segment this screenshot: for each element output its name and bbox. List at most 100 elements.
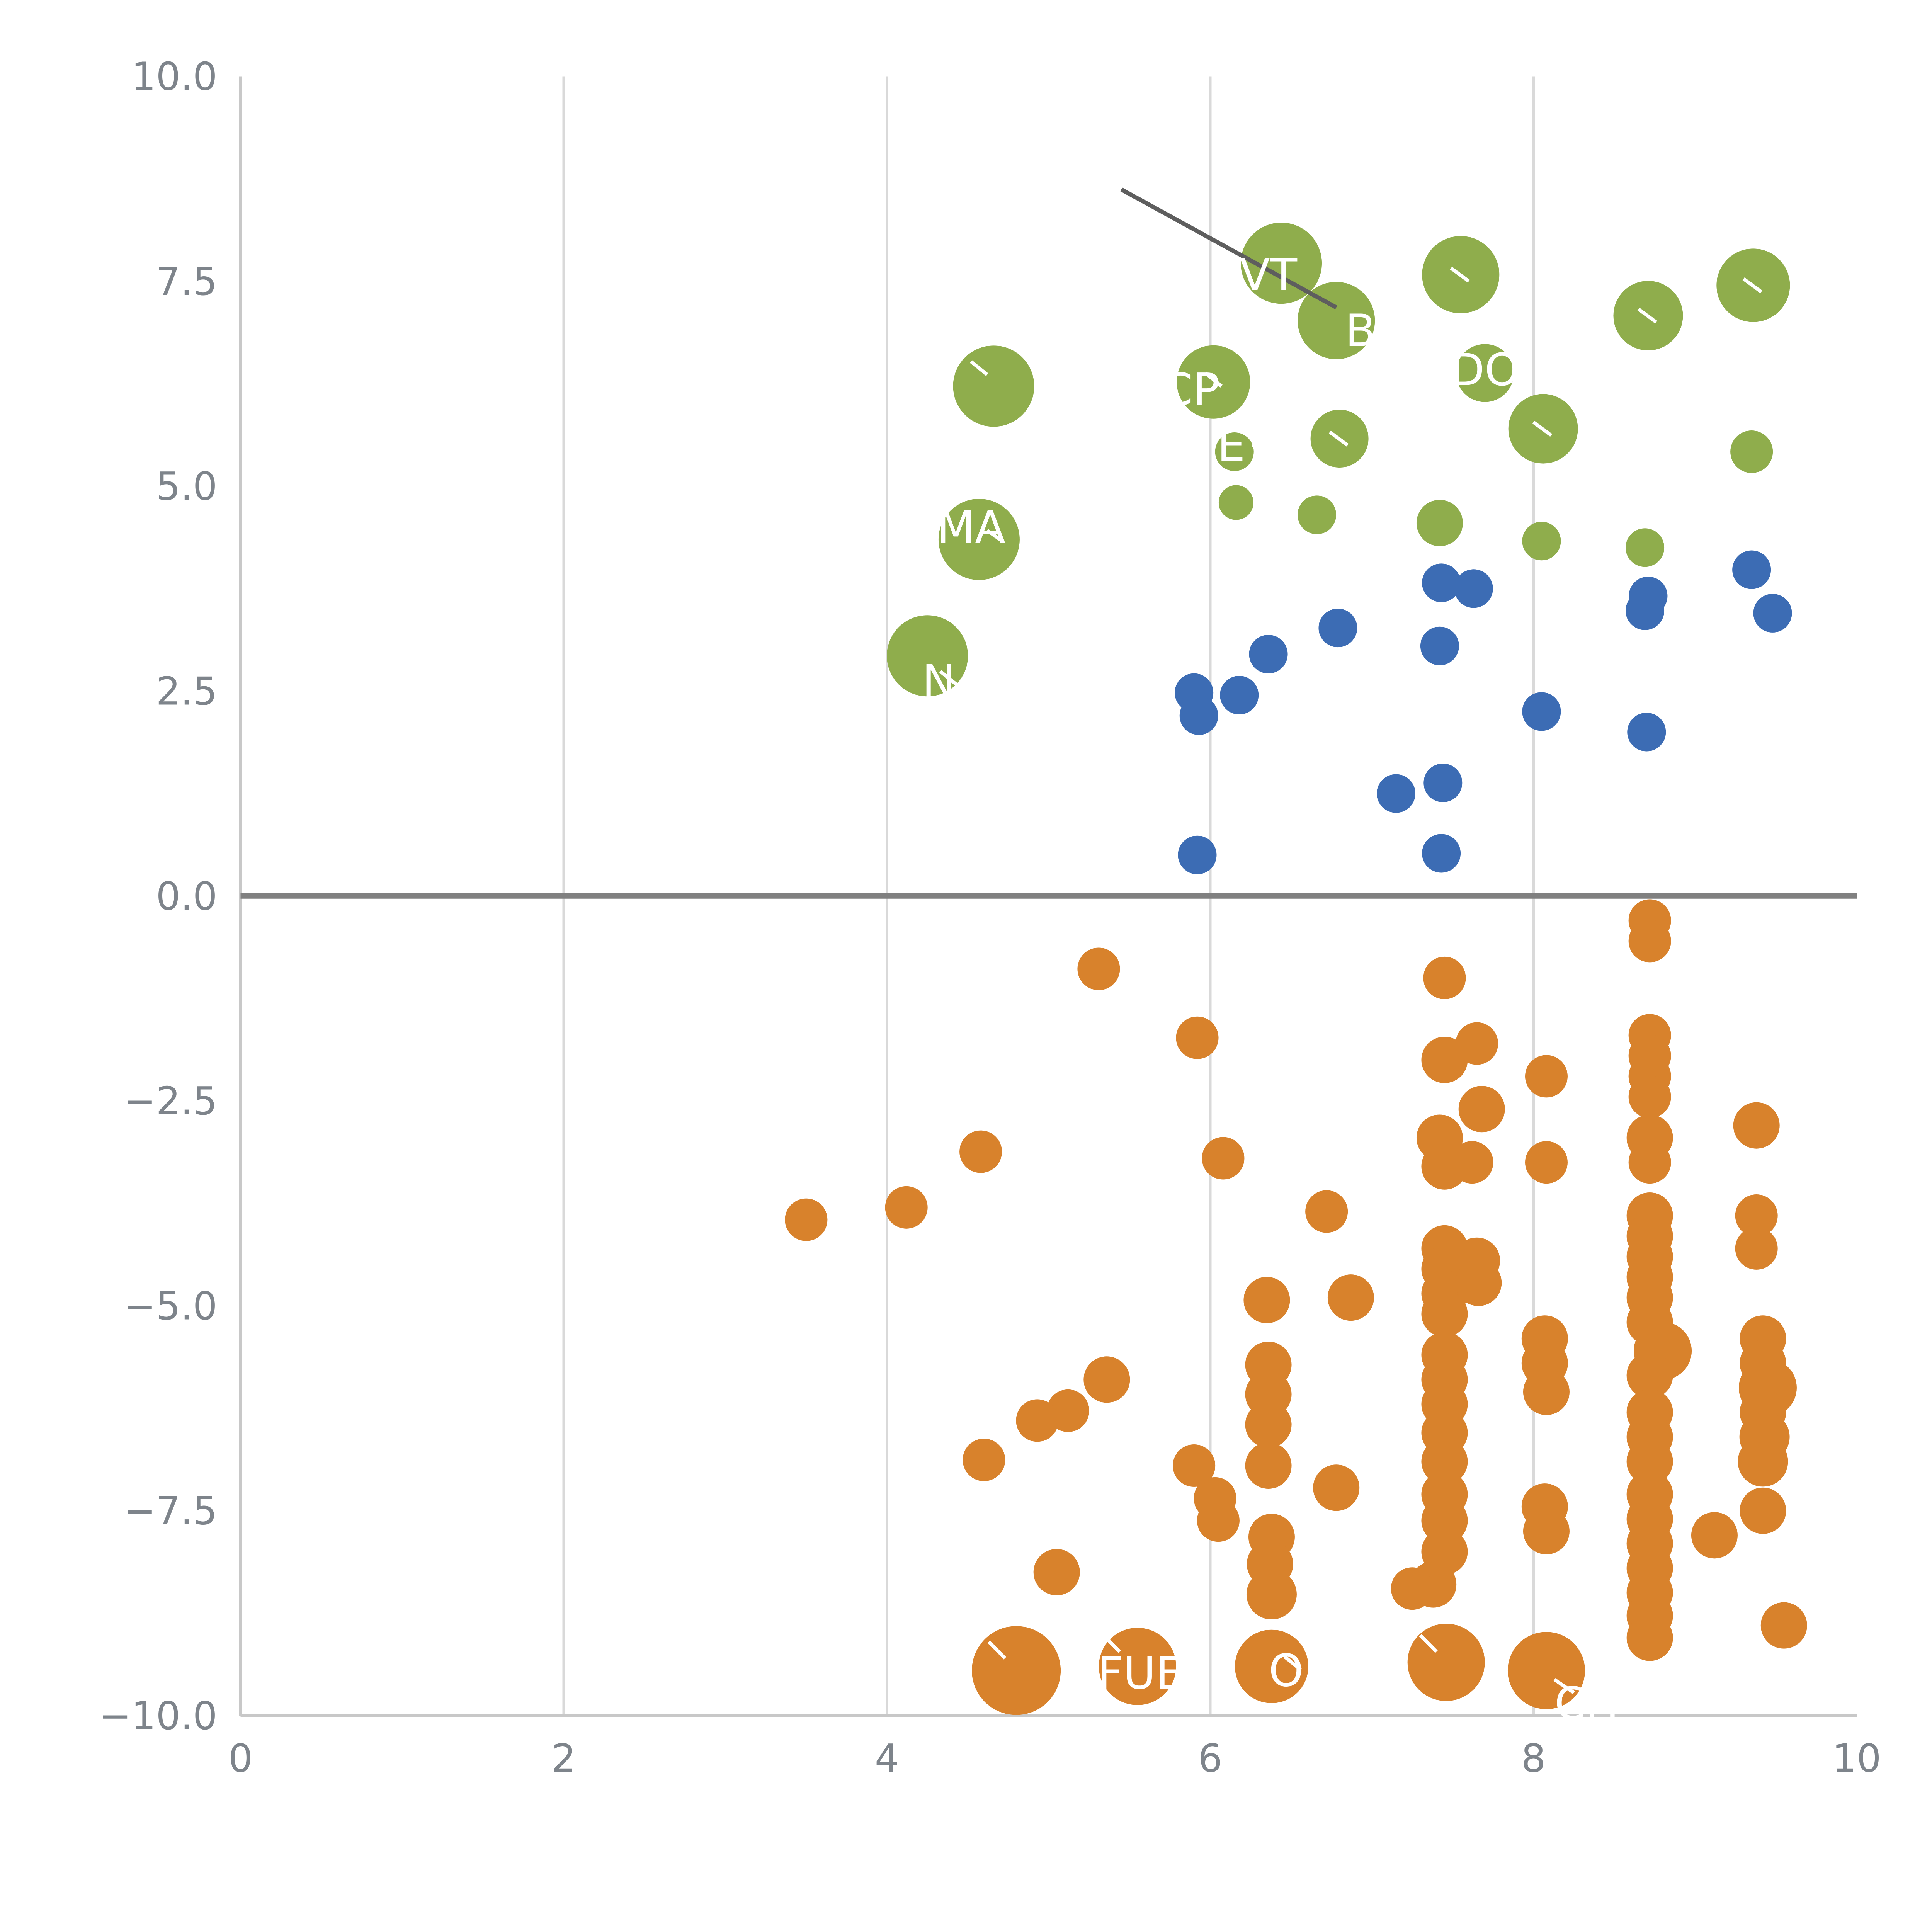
- data-point-orange-negative: [1197, 1499, 1240, 1542]
- data-point-orange-negative: [1245, 1401, 1292, 1448]
- data-point-orange-negative: [959, 1130, 1002, 1173]
- y-tick-label: −5.0: [124, 1283, 218, 1328]
- data-point-green-positive-large: [1456, 344, 1514, 402]
- data-point-orange-negative: [1245, 1442, 1292, 1489]
- bubble-leader-tick: [1102, 1634, 1121, 1653]
- data-point-blue-positive-small: [1178, 835, 1217, 874]
- data-point-orange-negative: [1738, 1436, 1788, 1487]
- data-point-green-positive-large: [1298, 282, 1375, 359]
- data-point-orange-negative: [1407, 1624, 1485, 1701]
- data-point-orange-negative: [1246, 1569, 1297, 1620]
- y-tick-label: 5.0: [156, 464, 217, 509]
- data-point-orange-negative: [1626, 1438, 1673, 1485]
- data-point-orange-negative: [1451, 1141, 1493, 1184]
- data-point-blue-positive-small: [1422, 563, 1461, 602]
- data-point-blue-positive-small: [1318, 609, 1357, 648]
- data-point-orange-negative: [1628, 1141, 1671, 1184]
- data-point-orange-negative: [1525, 1141, 1568, 1184]
- x-tick-label: 2: [551, 1736, 576, 1781]
- data-point-orange-negative: [1421, 1291, 1468, 1337]
- data-point-blue-positive-small: [1522, 692, 1561, 731]
- data-point-green-positive-large: [1241, 223, 1322, 304]
- bubble-leader-tick: [970, 360, 988, 376]
- data-point-orange-negative: [1313, 1464, 1360, 1511]
- data-point-orange-negative: [1628, 920, 1671, 963]
- data-point-green-positive-large: [938, 499, 1020, 580]
- bubble-leader-tick: [1204, 371, 1223, 388]
- bubble-label: VT: [1240, 249, 1298, 301]
- x-tick-label: 10: [1832, 1736, 1881, 1781]
- data-point-orange-negative: [1691, 1512, 1738, 1559]
- bubble-label: FUE: [1098, 1648, 1184, 1699]
- data-point-orange-negative: [1456, 1022, 1498, 1065]
- x-tick-label: 0: [228, 1736, 253, 1781]
- data-point-blue-positive-small: [1420, 626, 1459, 665]
- data-point-blue-positive-small: [1422, 834, 1461, 873]
- data-point-blue-positive-small: [1753, 594, 1792, 633]
- data-point-orange-negative: [1507, 1632, 1585, 1709]
- data-point-green-positive-large: [1215, 432, 1254, 471]
- bubble-label: DO: [1450, 344, 1519, 396]
- data-point-green-positive-large: [1298, 495, 1337, 534]
- bubble-leader-tick: [1419, 1634, 1438, 1653]
- data-point-orange-negative: [785, 1198, 828, 1241]
- data-point-orange-negative: [1523, 1369, 1570, 1415]
- data-point-blue-positive-small: [1627, 713, 1666, 752]
- data-point-green-positive-large: [1218, 485, 1253, 520]
- bubble-leader-tick: [1328, 430, 1349, 447]
- data-point-blue-positive-small: [1454, 569, 1493, 608]
- x-tick-label: 6: [1198, 1736, 1223, 1781]
- bubble-leader-tick: [1450, 267, 1470, 283]
- bubble-leader-tick: [986, 529, 1005, 544]
- data-point-orange-negative: [963, 1439, 1005, 1481]
- data-point-orange-negative: [1735, 1194, 1778, 1237]
- data-point-orange-negative: [1173, 1444, 1216, 1487]
- data-point-orange-negative: [1628, 1075, 1671, 1118]
- y-tick-label: 7.5: [156, 259, 217, 304]
- data-point-green-positive-large: [953, 345, 1034, 427]
- y-tick-label: 10.0: [131, 54, 218, 99]
- data-point-blue-positive-small: [1179, 696, 1218, 735]
- data-point-orange-negative: [1523, 1508, 1570, 1554]
- data-point-orange-negative: [1099, 1628, 1176, 1705]
- y-tick-label: −2.5: [124, 1078, 218, 1124]
- data-point-orange-negative: [1083, 1356, 1130, 1403]
- bubble-leader-tick: [1532, 421, 1553, 437]
- data-point-orange-negative: [1176, 1016, 1219, 1059]
- data-point-blue-positive-small: [1629, 577, 1668, 616]
- data-point-green-positive-large: [1416, 500, 1463, 546]
- y-tick-label: −10.0: [99, 1693, 217, 1738]
- bubble-label: O: [1269, 1645, 1304, 1697]
- data-point-orange-negative: [1455, 1259, 1502, 1306]
- bubble-leader-tick: [939, 670, 958, 686]
- data-point-orange-negative: [1391, 1567, 1434, 1610]
- data-point-orange-negative: [1421, 1438, 1468, 1485]
- data-point-orange-negative: [885, 1186, 928, 1229]
- y-tick-label: 2.5: [156, 668, 217, 714]
- data-point-orange-negative: [972, 1626, 1061, 1715]
- bubble-leader-tick: [1252, 443, 1276, 454]
- y-tick-label: 0.0: [156, 874, 217, 919]
- bubble-label: MA: [937, 502, 1005, 553]
- data-point-orange-negative: [1740, 1487, 1786, 1534]
- data-point-orange-negative: [1077, 947, 1120, 990]
- data-point-orange-negative: [1423, 956, 1466, 999]
- data-point-orange-negative: [1243, 1277, 1290, 1323]
- x-tick-label: 4: [875, 1736, 900, 1781]
- data-point-blue-positive-small: [1732, 550, 1771, 589]
- data-point-green-positive-large: [1626, 528, 1665, 567]
- bubble-leader-tick: [1553, 1678, 1575, 1694]
- data-point-blue-positive-small: [1376, 774, 1415, 813]
- bubble-leader-tick: [1742, 277, 1762, 294]
- data-point-orange-negative: [1735, 1227, 1778, 1270]
- data-point-orange-negative: [1235, 1629, 1308, 1703]
- data-point-orange-negative: [1733, 1102, 1780, 1149]
- data-point-orange-negative: [1458, 1086, 1505, 1133]
- data-point-orange-negative: [1202, 1137, 1245, 1180]
- data-point-blue-positive-small: [1423, 764, 1463, 803]
- data-point-orange-negative: [1626, 1352, 1673, 1399]
- data-point-blue-positive-small: [1220, 676, 1259, 715]
- data-point-orange-negative: [1033, 1549, 1080, 1595]
